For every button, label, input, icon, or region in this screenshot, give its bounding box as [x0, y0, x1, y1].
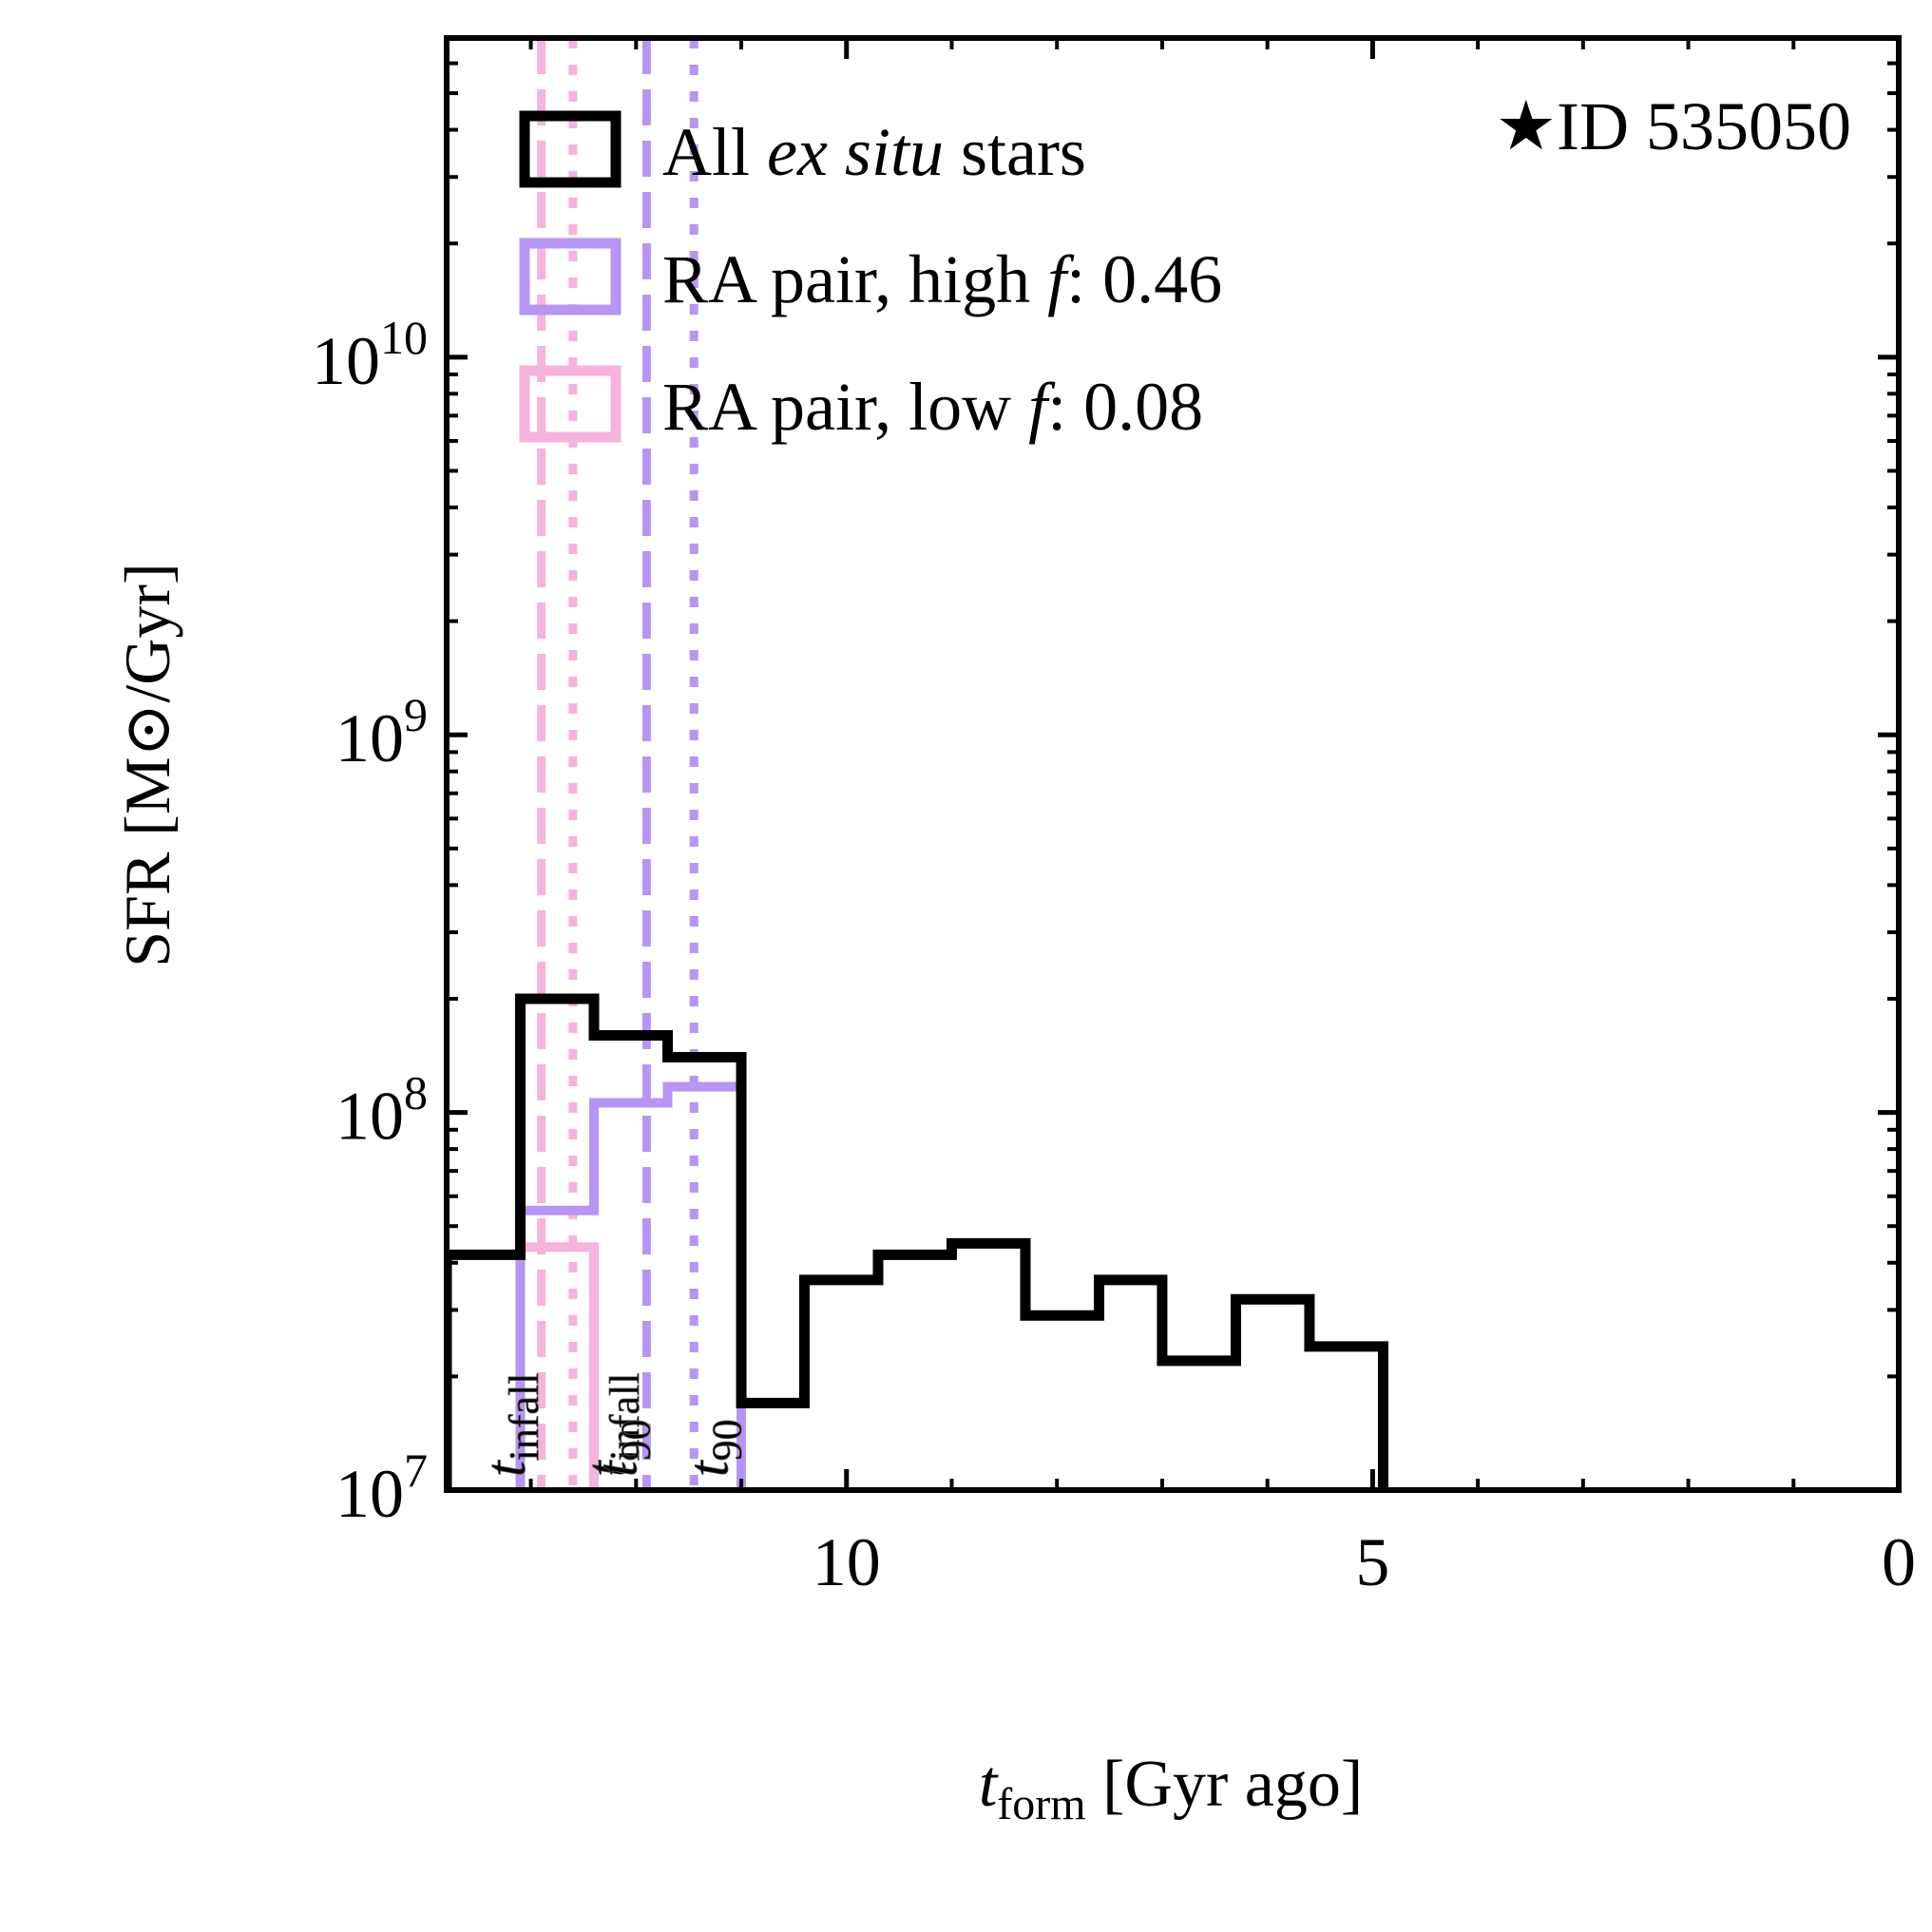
x-tick-label-2: 0	[1882, 1524, 1916, 1600]
vline-label-subscript: 90	[704, 1419, 751, 1461]
y-tick-label-exponent: 7	[404, 1444, 428, 1497]
vline-label-subscript: infall	[602, 1372, 648, 1461]
y-tick-label-exponent: 8	[404, 1066, 428, 1119]
vline-label-symbol: t	[575, 1460, 638, 1477]
y-tick-label-exponent: 10	[380, 311, 428, 364]
histogram-series-0	[447, 993, 1388, 1490]
y-tick-label-1: 108	[335, 1066, 428, 1155]
legend: All ex situ stars RA pair, high f: 0.46 RA…	[519, 110, 1222, 445]
y-tick-label-base: 10	[312, 323, 380, 399]
legend-label: All ex situ stars	[662, 114, 1086, 190]
plot-frame	[444, 35, 1902, 1493]
vline-label-symbol: t	[474, 1460, 537, 1477]
x-tick-label-1: 5	[1355, 1524, 1389, 1600]
legend-item-0: All ex situ stars	[519, 110, 1086, 190]
vline-label-3: t90	[678, 1419, 751, 1477]
legend-swatch	[519, 238, 622, 316]
histogram-series-1	[515, 1081, 747, 1490]
y-tick-label-base: 10	[335, 1079, 404, 1155]
y-tick-label-exponent: 9	[404, 688, 428, 741]
vline-label-subscript: 90	[612, 1419, 659, 1461]
x-axis-label: tform [Gyr ago]	[979, 1748, 1363, 1829]
legend-swatch	[519, 110, 622, 188]
vline-label-0: tinfall	[474, 1372, 547, 1477]
y-tick-label-base: 10	[335, 1456, 404, 1532]
y-tick-label-0: 107	[335, 1444, 428, 1532]
vline-label-2: t90	[585, 1419, 659, 1477]
y-tick-label-base: 10	[335, 700, 404, 776]
legend-label: RA pair, low f: 0.08	[662, 369, 1203, 445]
legend-item-1: RA pair, high f: 0.46	[519, 238, 1222, 317]
legend-label: RA pair, high f: 0.46	[662, 241, 1222, 317]
y-tick-label-2: 109	[335, 688, 428, 776]
x-axis-label-subscript: form	[997, 1779, 1085, 1829]
vline-label-symbol: t	[585, 1460, 648, 1477]
x-axis-label-unit: [Gyr ago]	[1086, 1748, 1364, 1821]
subhalo-id-annotation: ★ID 535050	[1495, 88, 1851, 164]
x-axis-label-symbol: t	[979, 1748, 999, 1821]
vline-label-symbol: t	[678, 1460, 740, 1477]
legend-swatch	[519, 365, 622, 443]
y-tick-label-3: 1010	[312, 311, 428, 399]
vline-label-1: tinfall	[575, 1372, 648, 1477]
y-axis-label: SFR [M⊙/Gyr]	[111, 563, 183, 966]
vline-label-subscript: infall	[501, 1372, 547, 1461]
x-tick-label-0: 10	[813, 1524, 881, 1600]
legend-item-2: RA pair, low f: 0.08	[519, 365, 1203, 445]
